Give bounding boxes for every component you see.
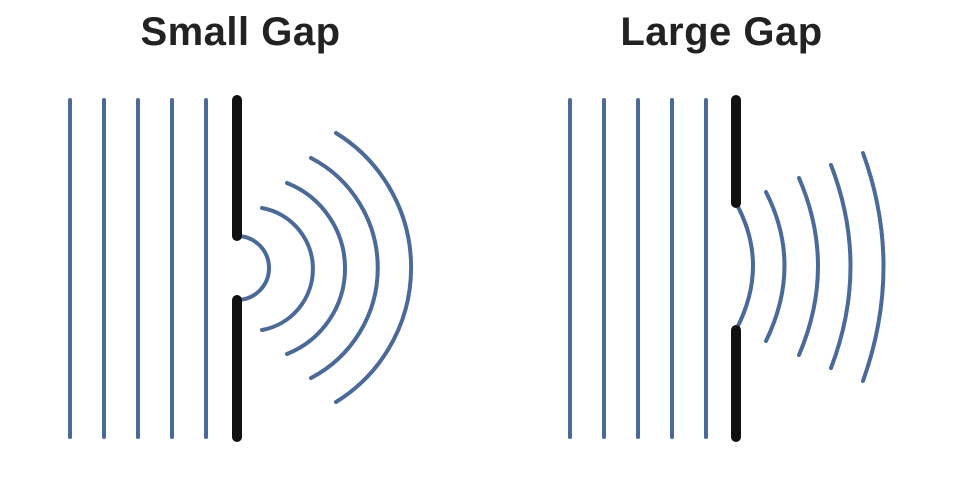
small-gap-diagram (68, 95, 414, 442)
small-gap-title: Small Gap (140, 10, 341, 54)
diffracted-wavefront-4 (829, 163, 853, 370)
incident-wavefronts (568, 98, 708, 439)
diffracted-wavefront-5 (861, 151, 886, 383)
diffracted-wavefront-1 (235, 234, 271, 302)
diffracted-wavefront-3 (285, 181, 348, 356)
large-gap-diagram (568, 95, 886, 442)
diffracted-wavefronts (734, 151, 886, 383)
large-gap-title: Large Gap (620, 10, 823, 54)
diffracted-wavefront-5 (334, 131, 414, 404)
large-gap-panel: Large Gap (481, 0, 962, 498)
incident-wavefronts (68, 98, 208, 439)
diffracted-wavefront-2 (764, 190, 787, 343)
small-gap-panel: Small Gap (68, 10, 414, 442)
diffracted-wavefronts (235, 131, 414, 404)
diffracted-wavefront-1 (734, 201, 755, 332)
diffracted-wavefront-2 (260, 206, 315, 332)
diffracted-wavefront-3 (797, 176, 820, 357)
diffracted-wavefront-4 (309, 156, 380, 380)
